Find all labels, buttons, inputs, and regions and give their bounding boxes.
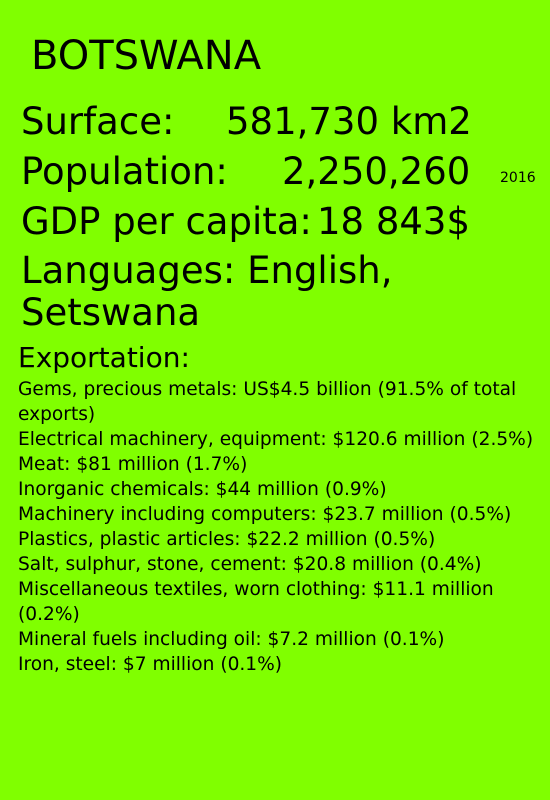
export-item: Iron, steel: $7 million (0.1%) [18, 652, 538, 677]
export-item: Miscellaneous textiles, worn clothing: $… [18, 577, 538, 627]
export-item: Salt, sulphur, stone, cement: $20.8 mill… [18, 552, 538, 577]
surface-row: Surface: 581,730 km2 [21, 100, 174, 144]
exportation-list: Gems, precious metals: US$4.5 billion (9… [18, 377, 538, 677]
export-item: Mineral fuels including oil: $7.2 millio… [18, 627, 538, 652]
export-item: Machinery including computers: $23.7 mil… [18, 502, 538, 527]
surface-label: Surface: [21, 100, 174, 143]
languages-row: Languages: English, Setswana [21, 250, 541, 334]
surface-value: 581,730 km2 [226, 100, 472, 144]
gdp-row: GDP per capita: 18 843$ [21, 200, 312, 244]
export-item: Gems, precious metals: US$4.5 billion (9… [18, 377, 538, 427]
population-row: Population: 2,250,260 [21, 150, 228, 194]
export-item: Meat: $81 million (1.7%) [18, 452, 538, 477]
export-item: Inorganic chemicals: $44 million (0.9%) [18, 477, 538, 502]
languages-label: Languages: [21, 249, 235, 292]
export-item: Plastics, plastic articles: $22.2 millio… [18, 527, 538, 552]
export-item: Electrical machinery, equipment: $120.6 … [18, 427, 538, 452]
gdp-label: GDP per capita: [21, 200, 312, 243]
population-label: Population: [21, 150, 228, 193]
population-value: 2,250,260 [282, 150, 470, 194]
gdp-value: 18 843$ [317, 200, 470, 244]
population-year: 2016 [500, 170, 536, 187]
country-name: BOTSWANA [31, 32, 261, 80]
exportation-heading: Exportation: [18, 341, 190, 375]
